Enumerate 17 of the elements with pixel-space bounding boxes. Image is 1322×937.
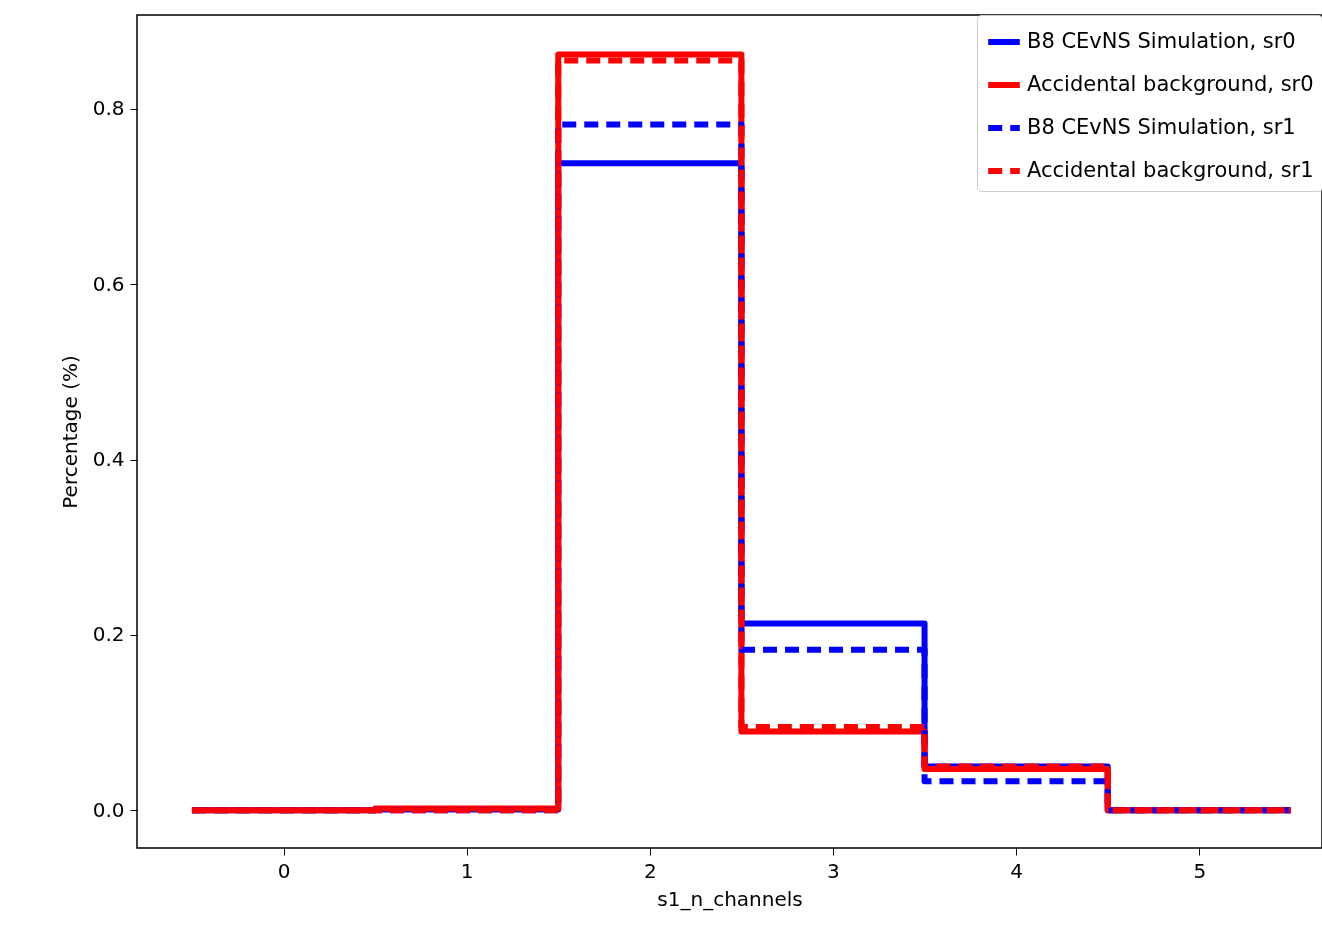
legend-label: Accidental background, sr1: [1027, 158, 1314, 182]
x-tick-label: 4: [1010, 858, 1023, 883]
y-tick-label: 0.2: [92, 622, 125, 647]
legend-label: B8 CEvNS Simulation, sr1: [1027, 115, 1296, 139]
x-tick-label: 2: [643, 858, 657, 883]
x-tick-label: 5: [1193, 858, 1207, 883]
y-tick-label: 0.4: [92, 447, 125, 472]
legend-label: B8 CEvNS Simulation, sr0: [1027, 29, 1296, 53]
x-tick-label: 1: [460, 858, 474, 883]
y-tick-label: 0.6: [92, 271, 125, 296]
y-tick-label: 0.0: [92, 797, 125, 822]
y-tick-label: 0.8: [92, 96, 125, 121]
x-tick-label: 3: [827, 858, 840, 883]
legend-label: Accidental background, sr0: [1027, 72, 1314, 96]
x-axis-title: s1_n_channels: [657, 886, 803, 911]
y-axis-title: Percentage (%): [57, 355, 82, 509]
x-tick-label: 0: [277, 858, 291, 883]
